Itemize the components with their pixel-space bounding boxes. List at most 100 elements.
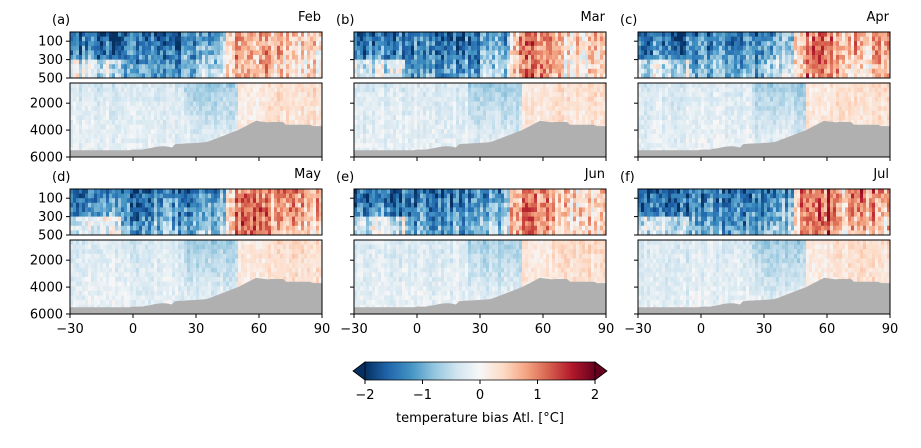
heat-cell (220, 59, 224, 65)
heat-cell (704, 59, 708, 65)
heat-cell (154, 120, 158, 126)
heat-cell (588, 64, 592, 70)
heat-cell (229, 106, 233, 112)
heat-cell (166, 101, 170, 107)
heat-cell (172, 106, 176, 112)
heat-cell (271, 87, 275, 93)
heat-cell (453, 32, 457, 37)
heat-cell (519, 59, 523, 65)
heat-cell (157, 115, 161, 121)
heat-cell (507, 45, 511, 51)
heat-cell (76, 55, 80, 60)
heat-cell (543, 45, 547, 51)
heat-cell (408, 73, 412, 79)
heat-cell (163, 110, 167, 116)
heat-cell (656, 50, 660, 56)
heat-cell (381, 32, 385, 37)
heat-cell (399, 120, 403, 126)
heat-cell (582, 55, 586, 60)
heat-cell (172, 41, 176, 47)
heat-cell (701, 36, 705, 42)
heat-cell (522, 45, 526, 51)
heat-cell (686, 68, 690, 74)
heat-cell (686, 45, 690, 51)
heat-cell (381, 68, 385, 74)
heat-cell (357, 124, 361, 130)
heat-cell (659, 115, 663, 121)
heat-cell (576, 41, 580, 47)
heat-cell (402, 83, 406, 89)
heat-cell (381, 83, 385, 89)
heat-cell (163, 106, 167, 112)
heat-cell (558, 55, 562, 60)
heat-cell (244, 59, 248, 65)
heat-cell (683, 32, 687, 37)
heat-cell (402, 133, 406, 139)
heat-cell (459, 36, 463, 42)
heat-cell (372, 115, 376, 121)
heat-cell (525, 106, 529, 112)
heat-cell (534, 36, 538, 42)
heat-cell (447, 59, 451, 65)
heat-cell (504, 59, 508, 65)
heat-cell (411, 101, 415, 107)
heat-cell (163, 32, 167, 37)
heat-cell (274, 68, 278, 74)
heat-cell (88, 73, 92, 79)
heat-cell (97, 143, 101, 149)
heat-cell (378, 36, 382, 42)
heat-cell (124, 129, 128, 135)
heat-cell (151, 64, 155, 70)
heat-cell (70, 41, 74, 47)
heat-cell (214, 87, 218, 93)
heat-cell (594, 32, 598, 37)
heat-cell (384, 147, 388, 151)
heat-cell (298, 96, 302, 102)
heat-cell (468, 120, 472, 126)
heat-cell (277, 64, 281, 70)
heat-cell (378, 50, 382, 56)
heat-cell (543, 110, 547, 116)
heat-cell (160, 124, 164, 130)
heat-cell (444, 32, 448, 37)
heat-cell (791, 32, 795, 37)
heat-cell (360, 115, 364, 121)
heat-cell (202, 36, 206, 42)
heat-cell (423, 124, 427, 130)
heat-cell (223, 120, 227, 126)
heat-cell (399, 32, 403, 37)
heat-cell (525, 50, 529, 56)
heat-cell (674, 147, 678, 151)
heat-cell (214, 50, 218, 56)
heat-cell (211, 115, 215, 121)
heat-cell (97, 124, 101, 130)
heat-cell (262, 110, 266, 116)
heat-cell (543, 41, 547, 47)
heat-cell (638, 133, 642, 139)
heat-cell (683, 83, 687, 89)
heat-cell (253, 120, 257, 123)
heat-cell (549, 32, 553, 37)
heat-cell (250, 92, 254, 98)
heat-cell (555, 32, 559, 37)
heat-cell (812, 50, 816, 56)
heat-cell (510, 120, 514, 126)
heat-cell (516, 87, 520, 93)
heat-cell (513, 115, 517, 121)
heat-cell (103, 129, 107, 135)
heat-cell (160, 110, 164, 116)
heat-cell (773, 68, 777, 74)
heat-cell (166, 138, 170, 144)
heat-cell (519, 110, 523, 116)
heat-cell (468, 83, 472, 89)
heat-cell (142, 110, 146, 116)
heat-cell (271, 92, 275, 98)
heat-cell (381, 133, 385, 139)
heat-cell (301, 59, 305, 65)
heat-cell (244, 32, 248, 37)
heat-cell (662, 115, 666, 121)
heat-cell (226, 124, 230, 130)
heat-cell (154, 73, 158, 79)
heat-cell (537, 64, 541, 70)
heat-cell (522, 92, 526, 98)
